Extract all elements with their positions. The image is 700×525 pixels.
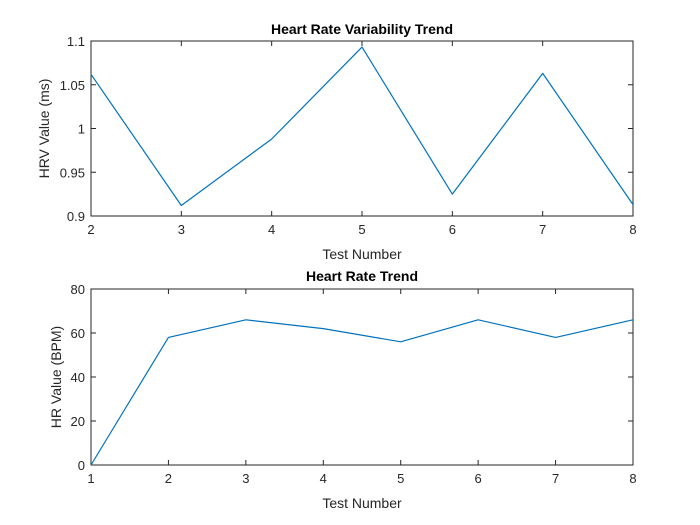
hr-series-line bbox=[90, 319, 634, 466]
hr-axes-box bbox=[90, 288, 634, 466]
hrv-y-tick-label: 0.9 bbox=[67, 209, 85, 224]
hr-y-tick-label: 80 bbox=[71, 282, 85, 297]
hrv-trend-plot: Heart Rate Variability Trend Test Number… bbox=[36, 21, 637, 262]
hr-x-tick-label: 5 bbox=[397, 471, 404, 486]
hrv-x-tick-label: 2 bbox=[87, 222, 94, 237]
hrv-y-tick-label: 1.05 bbox=[60, 78, 85, 93]
hrv-x-tick-label: 5 bbox=[358, 222, 365, 237]
hr-x-tick-label: 7 bbox=[552, 471, 559, 486]
hr-x-tick-label: 3 bbox=[242, 471, 249, 486]
hrv-ticks: 2 3 4 5 6 7 8 0.9 0.95 1 1.05 1.1 bbox=[60, 34, 637, 237]
hrv-chart-title: Heart Rate Variability Trend bbox=[271, 21, 453, 37]
hr-x-tick-label: 1 bbox=[87, 471, 94, 486]
hr-trend-plot: Heart Rate Trend Test Number HR Value (B… bbox=[48, 268, 637, 511]
hr-x-tick-label: 6 bbox=[475, 471, 482, 486]
hrv-x-tick-label: 3 bbox=[178, 222, 185, 237]
hr-x-tick-label: 4 bbox=[320, 471, 327, 486]
hrv-x-tick-label: 8 bbox=[629, 222, 636, 237]
hrv-y-tick-label: 1 bbox=[78, 122, 85, 137]
hr-y-tick-label: 40 bbox=[71, 370, 85, 385]
hrv-x-axis-label: Test Number bbox=[322, 246, 402, 262]
hr-x-axis-label: Test Number bbox=[322, 495, 402, 511]
hrv-x-tick-label: 4 bbox=[268, 222, 275, 237]
hrv-y-tick-label: 1.1 bbox=[67, 34, 85, 49]
hrv-y-tick-label: 0.95 bbox=[60, 165, 85, 180]
hr-y-axis-label: HR Value (BPM) bbox=[48, 326, 64, 428]
hr-y-tick-label: 60 bbox=[71, 326, 85, 341]
hrv-y-axis-label: HRV Value (ms) bbox=[36, 79, 52, 179]
hrv-x-tick-label: 7 bbox=[539, 222, 546, 237]
hr-y-tick-label: 20 bbox=[71, 414, 85, 429]
hrv-series-line bbox=[90, 46, 634, 207]
hrv-x-tick-label: 6 bbox=[449, 222, 456, 237]
hrv-axes-box bbox=[90, 40, 634, 217]
hr-x-tick-label: 8 bbox=[629, 471, 636, 486]
hr-chart-title: Heart Rate Trend bbox=[306, 268, 418, 284]
hr-x-tick-label: 2 bbox=[165, 471, 172, 486]
hr-y-tick-label: 0 bbox=[78, 458, 85, 473]
